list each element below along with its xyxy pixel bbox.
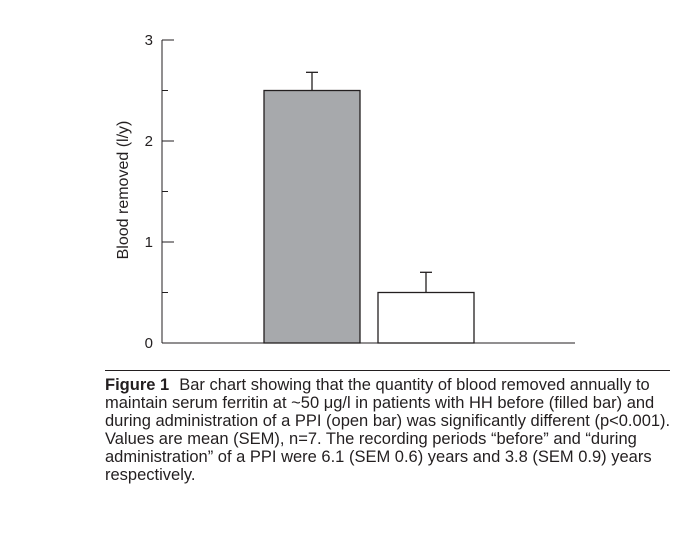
y-tick-label: 1 [145,234,153,251]
y-tick-label: 0 [145,335,153,352]
plot-area: 0 1 2 3 [145,32,575,352]
bar-chart: Blood removed (l/y) 0 1 2 3 [115,32,575,352]
caption-label: Figure 1 [105,376,170,394]
bar [263,89,361,344]
figure-caption: Figure 1 Bar chart showing that the quant… [105,376,675,484]
y-tick-label: 3 [145,32,153,49]
caption-text: Bar chart showing that the quantity of b… [105,376,671,484]
caption-rule [105,370,670,371]
bar [377,291,475,344]
y-axis-title: Blood removed (l/y) [115,121,132,260]
y-tick-label: 2 [145,133,153,150]
